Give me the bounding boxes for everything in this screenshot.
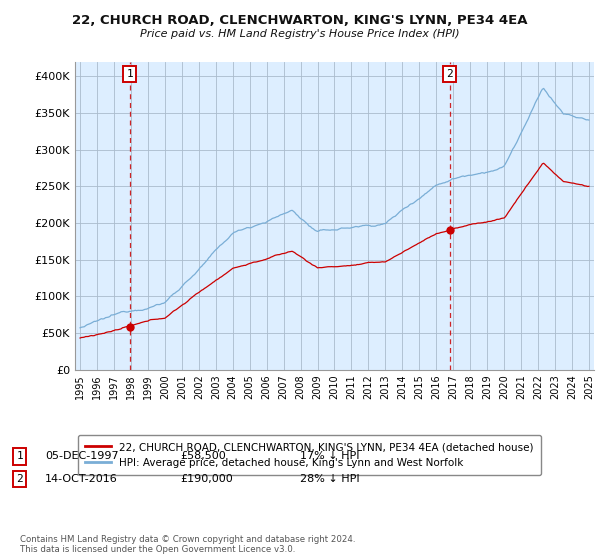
Text: 2: 2: [446, 69, 453, 79]
Text: Price paid vs. HM Land Registry's House Price Index (HPI): Price paid vs. HM Land Registry's House …: [140, 29, 460, 39]
Text: 05-DEC-1997: 05-DEC-1997: [45, 451, 119, 461]
Text: 1: 1: [16, 451, 23, 461]
Legend: 22, CHURCH ROAD, CLENCHWARTON, KING'S LYNN, PE34 4EA (detached house), HPI: Aver: 22, CHURCH ROAD, CLENCHWARTON, KING'S LY…: [77, 435, 541, 475]
Text: Contains HM Land Registry data © Crown copyright and database right 2024.
This d: Contains HM Land Registry data © Crown c…: [20, 535, 355, 554]
Text: 1: 1: [126, 69, 133, 79]
Text: 2: 2: [16, 474, 23, 484]
Text: 14-OCT-2016: 14-OCT-2016: [45, 474, 118, 484]
Text: 22, CHURCH ROAD, CLENCHWARTON, KING'S LYNN, PE34 4EA: 22, CHURCH ROAD, CLENCHWARTON, KING'S LY…: [72, 14, 528, 27]
Text: 17% ↓ HPI: 17% ↓ HPI: [300, 451, 359, 461]
Text: £190,000: £190,000: [180, 474, 233, 484]
Text: £58,500: £58,500: [180, 451, 226, 461]
Text: 28% ↓ HPI: 28% ↓ HPI: [300, 474, 359, 484]
